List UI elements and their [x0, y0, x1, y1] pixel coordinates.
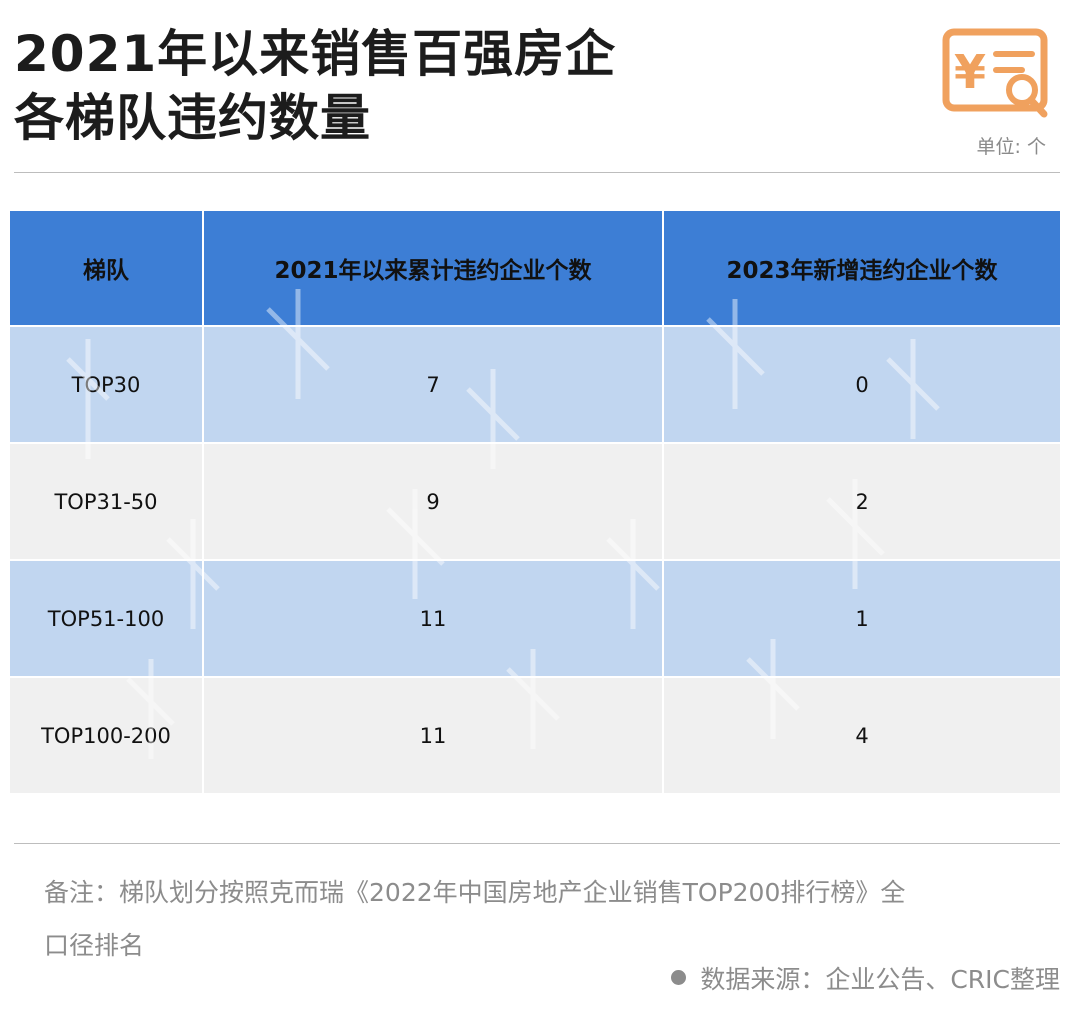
data-source: 数据来源：企业公告、CRIC整理 [671, 960, 1060, 996]
table-row: TOP30 7 0 [8, 325, 1062, 444]
title-line-2: 各梯队违约数量 [14, 89, 371, 147]
tier-cell: TOP30 [8, 325, 204, 444]
table-row: TOP51-100 11 1 [8, 559, 1062, 678]
column-header-tier: 梯队 [8, 209, 204, 327]
tier-cell: TOP100-200 [8, 676, 204, 795]
title-line-1: 2021年以来销售百强房企 [14, 25, 617, 83]
chart-title: 2021年以来销售百强房企 各梯队违约数量 [14, 22, 616, 150]
table-row: TOP100-200 11 4 [8, 676, 1062, 795]
data-source-text: 数据来源：企业公告、CRIC整理 [700, 965, 1060, 994]
bottom-divider [14, 843, 1060, 844]
new-2023-cell: 2 [662, 442, 1062, 561]
unit-label: 单位: 个 [976, 136, 1046, 158]
new-2023-cell: 4 [662, 676, 1062, 795]
bullet-dot-icon [671, 970, 687, 985]
tier-cell: TOP51-100 [8, 559, 204, 678]
column-header-cumulative: 2021年以来累计违约企业个数 [202, 209, 664, 327]
column-header-new-2023: 2023年新增违约企业个数 [662, 209, 1062, 327]
new-2023-cell: 1 [662, 559, 1062, 678]
cumulative-cell: 11 [202, 676, 664, 795]
data-table: 梯队 2021年以来累计违约企业个数 2023年新增违约企业个数 TOP30 7… [8, 209, 1062, 795]
svg-text:¥: ¥ [954, 45, 986, 99]
tier-cell: TOP31-50 [8, 442, 204, 561]
cumulative-cell: 11 [202, 559, 664, 678]
table-row: TOP31-50 9 2 [8, 442, 1062, 561]
cumulative-cell: 7 [202, 325, 664, 444]
footnote: 备注：梯队划分按照克而瑞《2022年中国房地产企业销售TOP200排行榜》全口径… [44, 878, 906, 960]
top-divider [14, 172, 1060, 173]
new-2023-cell: 0 [662, 325, 1062, 444]
cumulative-cell: 9 [202, 442, 664, 561]
yuan-receipt-search-icon: ¥ [942, 28, 1048, 118]
table-header-row: 梯队 2021年以来累计违约企业个数 2023年新增违约企业个数 [8, 209, 1062, 327]
